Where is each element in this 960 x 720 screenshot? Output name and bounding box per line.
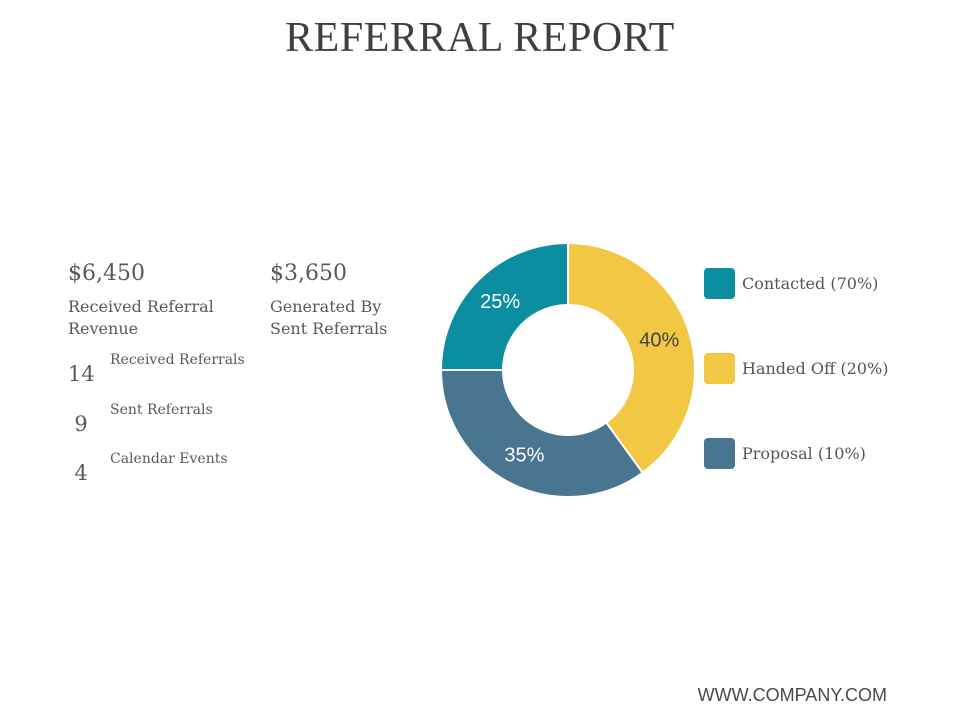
donut-slice [439,241,569,371]
received-referrals-label: Received Referrals [110,352,245,368]
donut-data-label: 40% [639,329,679,351]
legend-item-proposal: Proposal (10%) [704,438,944,470]
sent-referrals-count: 9 Sent Referrals [68,402,288,442]
received-revenue-amount: $6,450 [68,261,145,286]
generated-revenue-label: Generated By Sent Referrals [270,297,388,338]
page-title: REFERRAL REPORT [285,15,675,61]
donut-data-label: 35% [504,445,544,467]
donut-slice [567,241,696,475]
generated-revenue-amount: $3,650 [270,261,347,286]
calendar-events-count: 4 Calendar Events [68,451,288,491]
donut-data-labels: 40% 35% 25% [480,291,679,466]
company-url: WWW.COMPANY.COM [697,685,887,705]
legend-swatch-proposal [704,438,735,469]
legend-swatch-handed-off [704,353,735,384]
donut-chart: 40% 35% 25% [439,241,696,498]
sent-referrals-label: Sent Referrals [110,402,213,418]
calendar-events-value: 4 [74,461,88,485]
received-referrals-value: 14 [68,362,95,386]
legend-label-handed-off: Handed Off (20%) [742,359,889,378]
donut-slices [439,241,696,498]
donut-slice [439,369,645,498]
donut-data-label: 25% [480,291,520,313]
legend-item-handed-off: Handed Off (20%) [704,353,944,385]
legend-swatch-contacted [704,268,735,299]
generated-revenue-stat: $3,650 Generated By Sent Referrals [270,260,420,340]
legend-item-contacted: Contacted (70%) [704,268,944,300]
calendar-events-label: Calendar Events [110,451,228,467]
received-revenue-stat: $6,450 Received Referral Revenue [68,260,248,340]
received-revenue-label: Received Referral Revenue [68,297,214,338]
sent-referrals-value: 9 [74,412,88,436]
legend-label-contacted: Contacted (70%) [742,274,879,293]
legend-label-proposal: Proposal (10%) [742,444,866,463]
received-referrals-count: 14 Received Referrals [68,352,288,392]
